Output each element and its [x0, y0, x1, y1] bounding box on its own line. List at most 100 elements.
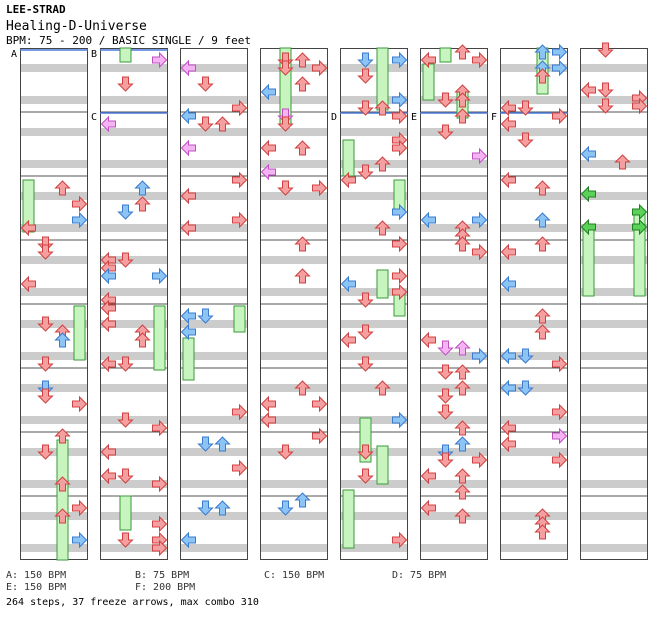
step-arrow — [294, 268, 311, 284]
beat-stripe — [20, 128, 88, 136]
step-arrow — [500, 99, 516, 117]
freeze-bar — [73, 305, 86, 361]
beat-stripe — [20, 160, 88, 168]
step-arrow — [580, 218, 596, 236]
beat-stripe — [20, 544, 88, 552]
beat-stripe — [180, 544, 248, 552]
step-arrow — [420, 211, 436, 229]
bpm-legend-f: F: 200 BPM — [135, 582, 196, 593]
column-border — [100, 48, 168, 560]
beat-stripe — [100, 160, 168, 168]
beat-stripe — [420, 64, 488, 72]
step-arrow — [72, 531, 88, 549]
beat-stripe — [100, 256, 168, 264]
column-border — [580, 48, 648, 560]
step-arrow — [277, 60, 294, 76]
beat-stripe — [180, 448, 248, 456]
freeze-bar — [376, 445, 389, 485]
step-arrow — [312, 395, 328, 413]
step-arrow — [374, 380, 391, 396]
step-arrow — [232, 459, 248, 477]
step-arrow — [72, 395, 88, 413]
beat-stripe — [580, 544, 648, 552]
step-arrow — [632, 218, 648, 236]
column-border — [420, 48, 488, 560]
step-arrow — [260, 139, 276, 157]
beat-stripe — [420, 512, 488, 520]
beat-stripe — [340, 320, 408, 328]
beat-stripe — [100, 192, 168, 200]
freeze-bar — [119, 495, 132, 531]
beat-stripe — [500, 128, 568, 136]
step-arrow — [152, 267, 168, 285]
beat-stripe — [420, 544, 488, 552]
beat-stripe — [420, 480, 488, 488]
beat-stripe — [180, 512, 248, 520]
freeze-bar — [342, 139, 355, 177]
beat-stripe — [260, 192, 328, 200]
beat-stripe — [260, 416, 328, 424]
step-arrow — [180, 323, 196, 341]
bpm-legend-c: C: 150 BPM — [264, 570, 325, 581]
step-arrow — [340, 275, 356, 293]
step-arrow — [277, 116, 294, 132]
beat-stripe — [180, 352, 248, 360]
freeze-bar — [582, 225, 595, 297]
beat-stripe — [420, 448, 488, 456]
chart-column — [580, 48, 648, 560]
step-arrow — [517, 132, 534, 148]
step-arrow — [420, 467, 436, 485]
beat-stripe — [580, 192, 648, 200]
chart-column — [20, 48, 88, 560]
beat-stripe — [260, 352, 328, 360]
beat-stripe — [420, 256, 488, 264]
step-arrow — [232, 403, 248, 421]
step-arrow — [180, 219, 196, 237]
step-arrow — [500, 243, 516, 261]
step-arrow — [454, 508, 471, 524]
beat-stripe — [340, 256, 408, 264]
beat-stripe — [420, 160, 488, 168]
freeze-bar — [233, 305, 246, 333]
beat-stripe — [500, 416, 568, 424]
step-arrow — [420, 499, 436, 517]
column-border — [500, 48, 568, 560]
step-arrow — [454, 236, 471, 252]
step-arrow — [454, 364, 471, 380]
step-arrow — [517, 100, 534, 116]
step-arrow — [357, 468, 374, 484]
beat-stripe — [180, 96, 248, 104]
beat-stripe — [500, 256, 568, 264]
step-arrow — [454, 420, 471, 436]
step-arrow — [357, 324, 374, 340]
step-arrow — [294, 380, 311, 396]
step-arrow — [597, 98, 614, 114]
bpm-section-label: A — [11, 49, 17, 60]
step-arrow — [134, 332, 151, 348]
beat-stripe — [500, 320, 568, 328]
beat-stripe — [260, 64, 328, 72]
step-arrow — [357, 100, 374, 116]
beat-stripe — [500, 544, 568, 552]
beat-stripe — [580, 288, 648, 296]
step-arrow — [72, 211, 88, 229]
step-arrow — [437, 388, 454, 404]
step-arrow — [100, 443, 116, 461]
step-arrow — [392, 235, 408, 253]
step-arrow — [340, 331, 356, 349]
step-arrow — [54, 180, 71, 196]
step-arrow — [420, 331, 436, 349]
step-arrow — [472, 347, 488, 365]
column-border — [20, 48, 88, 560]
step-arrow — [500, 171, 516, 189]
step-arrow — [152, 475, 168, 493]
step-arrow — [197, 436, 214, 452]
beat-stripe — [500, 64, 568, 72]
beat-stripe — [340, 544, 408, 552]
beat-stripe — [420, 288, 488, 296]
step-arrow — [534, 180, 551, 196]
freeze-bar — [376, 269, 389, 299]
beat-stripe — [340, 288, 408, 296]
beat-stripe — [580, 96, 648, 104]
bpm-section-label: C — [91, 112, 97, 123]
